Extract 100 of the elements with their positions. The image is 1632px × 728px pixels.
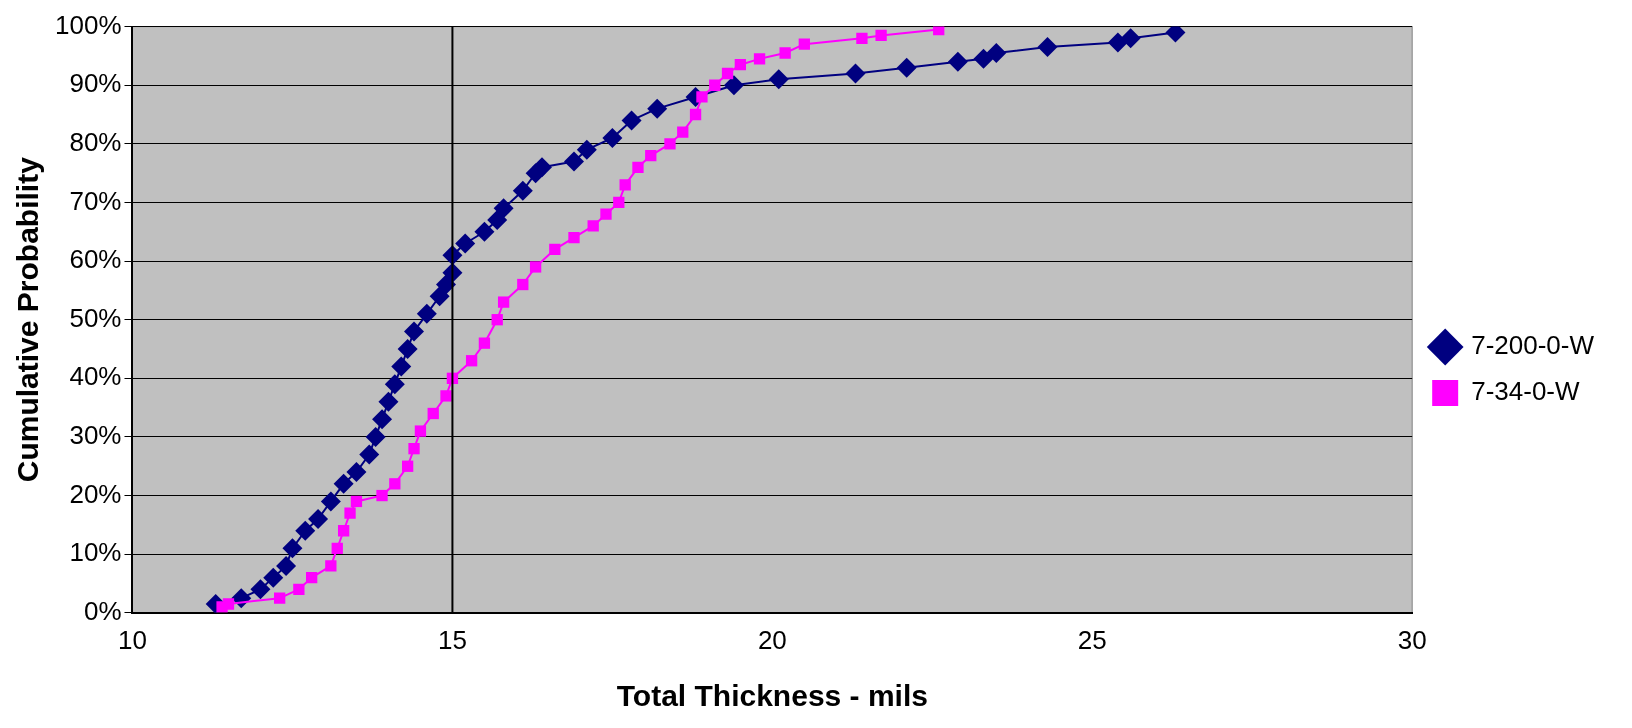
x-tick-label: 15 [437, 624, 467, 655]
point [734, 59, 747, 71]
y-tick-label: 80% [69, 127, 122, 158]
point [768, 69, 789, 90]
point [359, 444, 380, 465]
y-tick-label: 90% [69, 68, 122, 99]
x-tick-label: 20 [757, 624, 787, 655]
point [365, 426, 386, 447]
point [455, 233, 476, 254]
point [549, 243, 561, 256]
point [512, 180, 533, 201]
point [465, 355, 478, 367]
point [602, 127, 623, 148]
point [408, 443, 420, 455]
point [529, 261, 542, 273]
point [973, 48, 994, 69]
point [947, 51, 968, 72]
point [493, 198, 514, 219]
x-tick-label: 10 [118, 624, 147, 655]
point [308, 509, 329, 530]
point [647, 98, 668, 119]
point [491, 314, 503, 326]
legend-label: 7-34-0-W [1471, 376, 1580, 407]
point [587, 220, 599, 232]
point [677, 126, 689, 138]
point [613, 196, 625, 209]
point [293, 583, 305, 596]
point [1107, 32, 1128, 53]
point [429, 286, 450, 307]
point [391, 356, 412, 377]
point [404, 321, 425, 342]
point [645, 149, 657, 162]
point [306, 571, 318, 584]
point [274, 592, 286, 604]
y-tick-label: 50% [69, 302, 122, 333]
point [532, 157, 552, 178]
point [344, 507, 356, 519]
y-tick-label: 100% [55, 9, 122, 40]
point [376, 489, 388, 502]
point [600, 208, 612, 220]
point [845, 63, 866, 84]
point [576, 139, 597, 160]
point [350, 495, 363, 508]
point [414, 425, 427, 437]
point [798, 38, 810, 50]
point [1037, 37, 1058, 58]
point [401, 460, 414, 472]
point [378, 391, 399, 412]
point [478, 337, 491, 349]
point [440, 390, 452, 402]
point [619, 179, 631, 191]
y-tick-label: 40% [69, 361, 122, 392]
point [384, 374, 405, 395]
point [621, 110, 642, 131]
x-tick-label: 25 [1077, 624, 1107, 655]
point [563, 151, 584, 172]
y-tick-label: 30% [69, 420, 122, 451]
point [896, 57, 917, 78]
point [295, 520, 316, 541]
point [372, 409, 393, 430]
point [222, 598, 235, 610]
point [474, 221, 495, 242]
point [517, 278, 529, 291]
point [333, 473, 354, 494]
point [721, 67, 734, 80]
point [568, 231, 580, 244]
point [325, 560, 337, 572]
point [723, 75, 744, 96]
point [753, 53, 766, 65]
y-tick-label: 0% [83, 595, 122, 626]
point [337, 525, 350, 537]
point [779, 47, 791, 59]
point [933, 26, 945, 36]
point [331, 542, 343, 554]
point [497, 296, 510, 308]
point [397, 339, 418, 360]
point [689, 108, 702, 121]
legend-label: 7-200-0-W [1471, 330, 1595, 361]
y-tick-label: 70% [69, 185, 122, 216]
point [282, 538, 303, 559]
point [427, 407, 439, 420]
point [986, 42, 1007, 63]
point [875, 29, 887, 42]
y-tick-label: 60% [69, 244, 122, 275]
point [632, 161, 644, 173]
y-tick-label: 10% [69, 537, 122, 568]
point [487, 210, 508, 231]
point [416, 303, 437, 324]
point [320, 491, 341, 512]
y-tick-label: 20% [69, 478, 122, 509]
point [856, 32, 868, 44]
x-axis-title: Total Thickness - mils [616, 679, 928, 713]
point [389, 478, 401, 490]
point [1120, 28, 1141, 49]
point [696, 91, 708, 103]
point [346, 462, 367, 483]
x-tick-label: 30 [1397, 624, 1427, 655]
y-axis-title: Cumulative Probability [11, 156, 45, 483]
point [276, 555, 297, 576]
point [250, 579, 271, 600]
